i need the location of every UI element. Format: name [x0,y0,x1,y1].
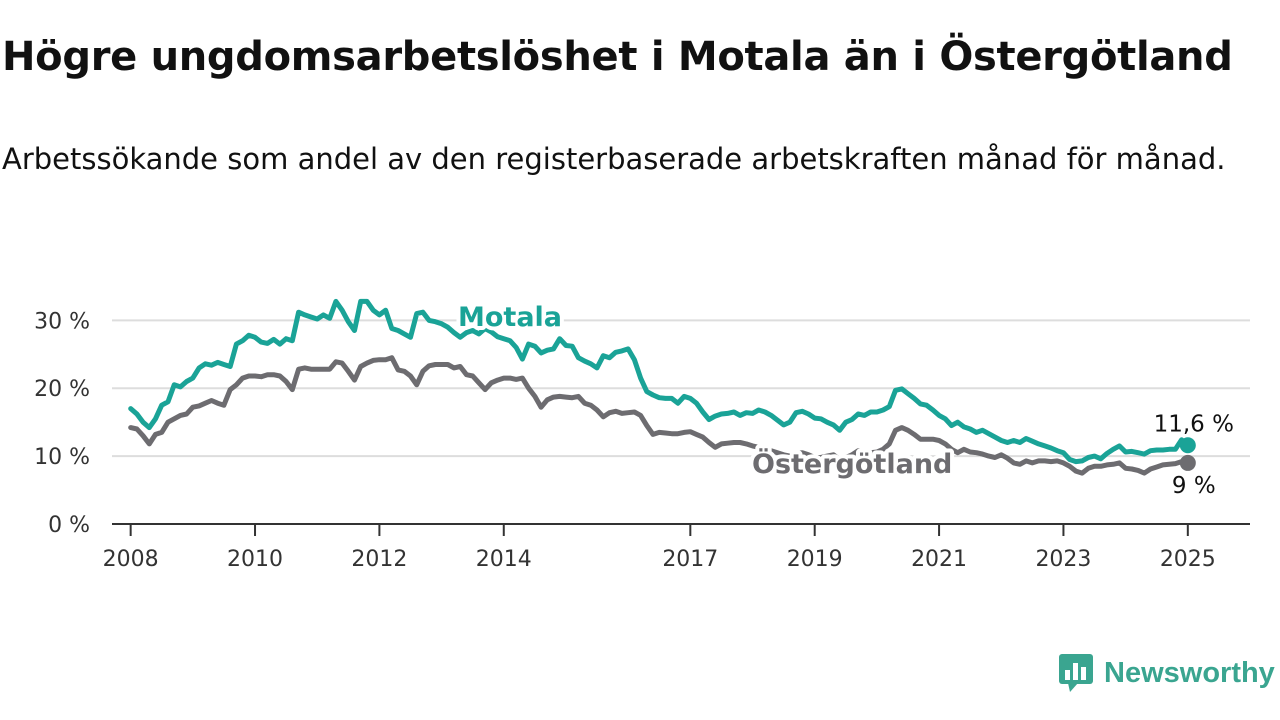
x-tick-label: 2017 [662,547,718,572]
x-tick-label: 2023 [1035,547,1091,572]
end-value-label-motala: 11,6 % [1154,411,1234,437]
x-tick-label: 2010 [227,547,283,572]
y-tick-label: 10 % [34,445,90,470]
end-point-motala [1179,437,1196,454]
x-tick-label: 2019 [787,547,843,572]
x-tick-label: 2021 [911,547,967,572]
series-line-ostergotland [128,355,1191,476]
series-label-motala-halo: Motala [458,302,562,333]
y-tick-label: 0 % [48,513,90,538]
newsworthy-logo: Newsworthy [1058,653,1275,693]
end-value-label-ostergotland: 9 % [1172,473,1216,499]
end-point-ostergotland [1179,454,1196,471]
x-tick-label: 2025 [1160,547,1216,572]
series-label-ostergotland-halo: Östergötland [752,447,952,480]
chart-subtitle: Arbetssökande som andel av den registerb… [2,142,1226,176]
chart-title: Högre ungdomsarbetslöshet i Motala än i … [2,34,1233,80]
x-tick-label: 2008 [103,547,159,572]
newsworthy-logo-icon [1059,654,1093,692]
series-line-motala [128,298,1191,465]
y-tick-label: 20 % [34,377,90,402]
series-label-motala: Motala [458,302,562,333]
y-tick-label: 30 % [34,309,90,334]
brand-name: Newsworthy [1104,656,1275,689]
x-tick-label: 2012 [351,547,407,572]
series-label-ostergotland: Östergötland [752,447,952,480]
x-tick-label: 2014 [476,547,532,572]
